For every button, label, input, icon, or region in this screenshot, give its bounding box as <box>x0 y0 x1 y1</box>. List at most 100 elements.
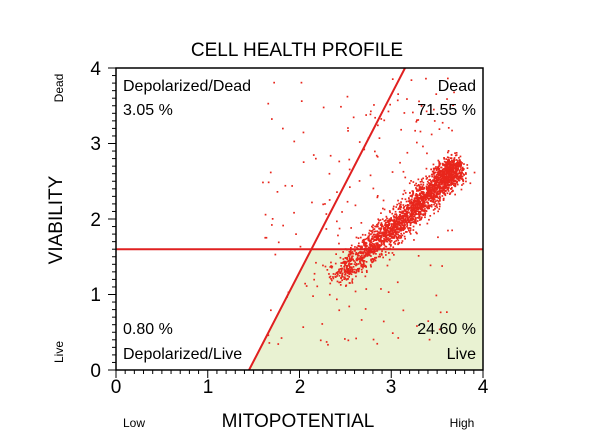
scatter-point <box>438 163 441 165</box>
scatter-point <box>348 250 351 253</box>
scatter-point <box>449 173 452 175</box>
scatter-point <box>405 208 408 210</box>
scatter-point <box>383 240 386 242</box>
scatter-point <box>434 180 436 183</box>
scatter-point <box>385 231 388 234</box>
scatter-point <box>348 259 351 262</box>
scatter-point <box>427 199 430 201</box>
scatter-point <box>434 181 436 184</box>
scatter-point <box>328 199 331 201</box>
scatter-point <box>343 269 346 271</box>
scatter-point <box>336 298 338 301</box>
scatter-point <box>430 184 433 186</box>
scatter-point <box>428 195 430 198</box>
scatter-point <box>358 180 361 182</box>
scatter-point <box>417 210 420 212</box>
scatter-point <box>365 242 368 244</box>
scatter-point <box>412 181 415 183</box>
scatter-point <box>436 171 439 174</box>
scatter-point <box>446 311 448 313</box>
scatter-point <box>351 278 354 280</box>
scatter-point <box>439 311 442 314</box>
scatter-point <box>402 214 405 217</box>
scatter-point <box>427 202 429 204</box>
scatter-point <box>372 258 374 261</box>
scatter-point <box>361 259 364 262</box>
scatter-point <box>397 228 400 231</box>
scatter-point <box>345 261 348 263</box>
scatter-point <box>469 182 472 185</box>
scatter-point <box>436 192 439 195</box>
scatter-point <box>422 188 425 190</box>
scatter-point <box>345 278 348 281</box>
scatter-point <box>430 199 433 202</box>
scatter-point <box>385 238 387 241</box>
scatter-point <box>451 179 454 182</box>
scatter-point <box>461 175 464 178</box>
scatter-point <box>370 258 372 261</box>
scatter-point <box>397 220 399 223</box>
scatter-point <box>338 242 340 245</box>
scatter-point <box>339 268 342 270</box>
scatter-point <box>338 274 341 277</box>
scatter-point <box>444 193 446 196</box>
scatter-point <box>350 266 352 269</box>
scatter-point <box>383 208 386 211</box>
scatter-point <box>377 237 380 240</box>
scatter-point <box>426 183 429 186</box>
scatter-point <box>379 227 381 230</box>
scatter-point <box>354 246 356 248</box>
quadrant-label-dead: Dead <box>438 78 476 95</box>
scatter-point <box>444 183 446 186</box>
scatter-point <box>415 187 417 189</box>
scatter-point <box>417 196 420 199</box>
scatter-point <box>329 266 332 268</box>
scatter-point <box>322 106 325 109</box>
scatter-point <box>453 171 456 174</box>
scatter-point <box>459 177 461 180</box>
scatter-point <box>459 159 461 162</box>
scatter-point <box>382 320 385 323</box>
scatter-point <box>445 183 447 185</box>
scatter-point <box>448 184 451 187</box>
scatter-point <box>432 196 435 198</box>
scatter-point <box>395 237 398 239</box>
scatter-point <box>394 243 397 245</box>
scatter-point <box>364 275 367 278</box>
scatter-point <box>400 201 402 203</box>
scatter-point <box>449 193 451 195</box>
scatter-point <box>439 172 441 175</box>
scatter-point <box>368 244 371 246</box>
scatter-point <box>413 202 415 205</box>
scatter-point <box>348 158 351 161</box>
scatter-point <box>341 262 344 264</box>
scatter-point <box>295 233 297 235</box>
scatter-point <box>401 215 404 217</box>
scatter-point <box>392 246 395 249</box>
scatter-point <box>402 212 405 214</box>
scatter-point <box>399 203 402 206</box>
scatter-point <box>338 268 340 271</box>
scatter-point <box>340 105 342 108</box>
scatter-point <box>435 166 437 168</box>
scatter-point <box>453 184 455 187</box>
scatter-point <box>417 119 420 121</box>
scatter-point <box>429 189 431 191</box>
scatter-point <box>430 181 433 184</box>
scatter-point <box>375 236 377 238</box>
scatter-point <box>441 175 443 178</box>
scatter-point <box>322 264 324 267</box>
scatter-point <box>459 171 462 174</box>
scatter-point <box>400 229 402 232</box>
scatter-point <box>421 208 424 211</box>
scatter-point <box>390 233 393 236</box>
scatter-point <box>355 275 357 278</box>
scatter-point <box>360 222 363 224</box>
scatter-point <box>312 154 315 156</box>
scatter-point <box>371 235 374 238</box>
scatter-point <box>417 207 420 210</box>
scatter-point <box>442 192 444 194</box>
scatter-point <box>400 128 402 131</box>
scatter-point <box>421 207 423 210</box>
scatter-point <box>357 258 359 260</box>
